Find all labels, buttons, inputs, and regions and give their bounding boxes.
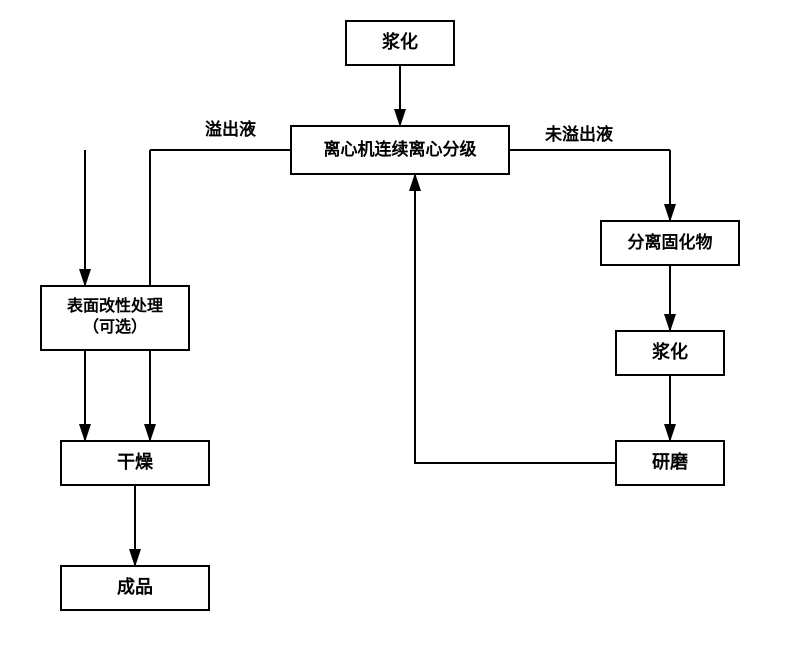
node-slurry1: 浆化 <box>345 20 455 66</box>
node-grind: 研磨 <box>615 440 725 486</box>
node-product: 成品 <box>60 565 210 611</box>
flowchart-canvas: 浆化 离心机连续离心分级 分离固化物 浆化 研磨 表面改性处理（可选） 干燥 成… <box>0 0 800 670</box>
node-slurry2: 浆化 <box>615 330 725 376</box>
node-separate: 分离固化物 <box>600 220 740 266</box>
label-no-overflow: 未溢出液 <box>545 120 613 145</box>
node-centrifuge: 离心机连续离心分级 <box>290 125 510 175</box>
node-surface: 表面改性处理（可选） <box>40 285 190 351</box>
label-overflow: 溢出液 <box>205 115 256 140</box>
node-dry: 干燥 <box>60 440 210 486</box>
